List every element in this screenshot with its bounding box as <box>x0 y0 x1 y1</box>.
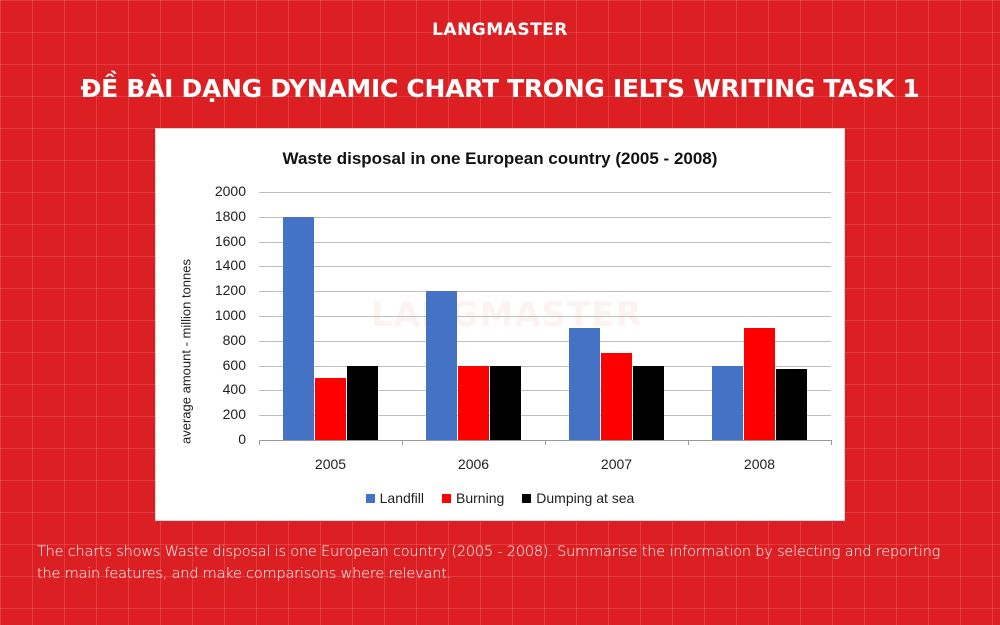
x-tick-label: 2006 <box>457 456 490 472</box>
legend-label: Dumping at sea <box>536 490 635 506</box>
bar-landfill-2006 <box>426 291 457 440</box>
legend-item: Landfill <box>365 490 425 506</box>
gridline <box>259 340 831 342</box>
y-tick-label: 600 <box>222 356 246 373</box>
gridline <box>259 390 831 392</box>
y-axis-label: average amount - million tonnes <box>178 259 194 444</box>
page-title: ĐỀ BÀI DẠNG DYNAMIC CHART TRONG IELTS WR… <box>80 74 920 103</box>
x-tick-mark <box>402 440 403 445</box>
x-tick-mark <box>545 440 546 445</box>
y-tick-label: 0 <box>238 431 246 447</box>
x-tick-label: 2007 <box>600 456 633 472</box>
gridline <box>259 291 831 293</box>
brand-logo: LANGMASTER <box>432 20 568 40</box>
bar-dumping-at-sea-2008 <box>776 369 807 440</box>
legend-swatch-icon <box>522 493 532 503</box>
plot-area: 0 200 400 600 800 1000 1200 1400 1600 1800 2000 200… <box>215 183 832 472</box>
task-prompt: The charts shows Waste disposal is one E… <box>37 544 941 582</box>
x-tick-label: 2008 <box>743 456 776 472</box>
gridline <box>259 216 831 218</box>
chart-title: Waste disposal in one European country (… <box>282 149 718 168</box>
y-tick-label: 1600 <box>214 232 246 249</box>
gridline <box>259 266 831 268</box>
bar-burning-2008 <box>744 328 775 440</box>
legend-label: Burning <box>456 490 505 506</box>
watermark: LANGMASTER <box>371 295 643 335</box>
legend-swatch-icon <box>442 493 452 503</box>
y-tick-label: 1400 <box>214 257 246 274</box>
legend-item: Burning <box>442 490 504 506</box>
bar-burning-2005 <box>315 378 346 440</box>
y-tick-label: 2000 <box>214 183 246 199</box>
bar-landfill-2007 <box>569 328 600 440</box>
chart-card: LANGMASTER Waste disposal in one Europea… <box>155 128 845 521</box>
legend-label: Landfill <box>379 490 425 506</box>
x-tick-mark <box>688 440 689 445</box>
bar-landfill-2008 <box>712 365 743 440</box>
x-tick-mark <box>831 440 832 445</box>
gridline <box>259 415 831 417</box>
legend-item: Dumping at sea <box>522 490 634 506</box>
bar-dumping-at-sea-2005 <box>347 365 378 440</box>
y-tick-label: 800 <box>222 331 246 348</box>
bar-dumping-at-sea-2006 <box>490 365 521 440</box>
gridline <box>259 316 831 317</box>
x-tick-label: 2005 <box>314 456 347 472</box>
bar-burning-2007 <box>601 353 632 440</box>
bar-dumping-at-sea-2007 <box>633 365 664 440</box>
y-tick-label: 1200 <box>214 282 246 299</box>
bar-landfill-2005 <box>283 216 314 440</box>
y-tick-label: 400 <box>222 381 246 398</box>
chart-legend: Landfill Burning Dumping at sea <box>156 490 844 506</box>
x-tick-mark <box>259 440 260 445</box>
y-tick-label: 1800 <box>214 207 246 224</box>
gridline <box>259 365 831 367</box>
legend-swatch-icon <box>365 493 375 503</box>
bar-burning-2006 <box>458 365 489 440</box>
gridline <box>259 241 831 243</box>
y-tick-label: 1000 <box>214 307 246 323</box>
gridline <box>259 192 831 193</box>
y-tick-label: 200 <box>222 406 246 423</box>
